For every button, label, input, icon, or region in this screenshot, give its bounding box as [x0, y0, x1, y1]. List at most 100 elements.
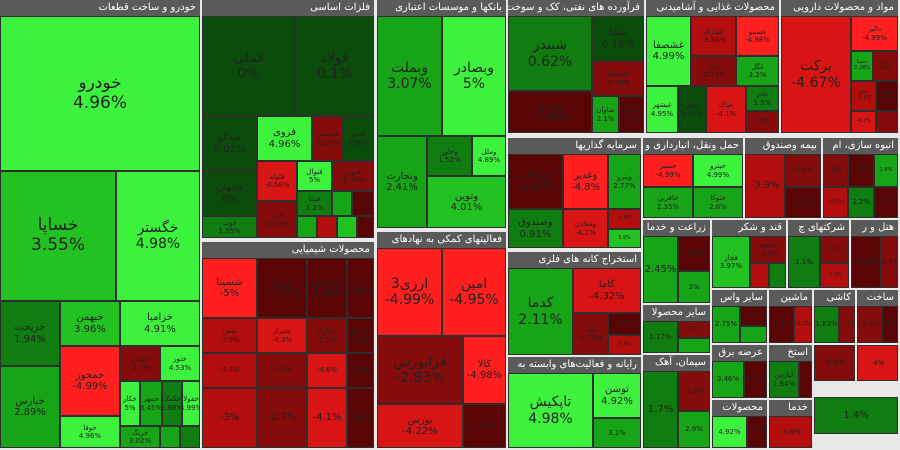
- stock-tile[interactable]: -3%: [202, 388, 257, 448]
- stock-tile[interactable]: توسن 4.92%: [593, 373, 641, 418]
- stock-tile[interactable]: -1.99%: [851, 236, 881, 288]
- stock-tile[interactable]: 1.2%: [848, 187, 874, 218]
- stock-tile[interactable]: -0.6%: [347, 388, 374, 448]
- stock-tile[interactable]: وخاور 1.52%: [427, 136, 472, 176]
- stock-tile[interactable]: شخارک -2.5%: [307, 318, 347, 353]
- stock-tile[interactable]: دکیمی -1.8%: [876, 81, 898, 111]
- stock-tile[interactable]: 3.46%: [712, 361, 744, 398]
- stock-tile[interactable]: وبصادر 5%: [442, 16, 506, 136]
- sector-s17[interactable]: شرکتهای چ 1.1% -2.3% -3.5%: [788, 220, 849, 288]
- stock-tile[interactable]: بورس -4.22%: [377, 404, 463, 448]
- stock-tile[interactable]: -1.7%: [769, 306, 794, 343]
- stock-tile[interactable]: -2.8%: [678, 321, 710, 338]
- stock-tile[interactable]: -2.3%: [678, 371, 710, 411]
- stock-tile[interactable]: [180, 426, 200, 448]
- stock-tile[interactable]: -2.3%: [820, 236, 849, 263]
- stock-tile[interactable]: 3%: [678, 271, 710, 303]
- sector-s5[interactable]: محصولات غذایی و آشامیدنی غشصفا 4.99% غمارگ -…: [646, 0, 779, 133]
- stock-tile[interactable]: -1.4%: [740, 306, 767, 326]
- stock-tile[interactable]: دجابر -3.1%: [851, 81, 876, 111]
- stock-tile[interactable]: 1.17%: [643, 321, 678, 353]
- stock-tile[interactable]: امین -4.95%: [442, 248, 506, 336]
- stock-tile[interactable]: خودرو 4.96%: [0, 16, 200, 171]
- stock-tile[interactable]: فلوله -4.58%: [257, 161, 297, 201]
- stock-tile[interactable]: شاوان 2.1%: [592, 96, 619, 133]
- stock-tile[interactable]: میدکو 0.02%: [202, 116, 257, 171]
- stock-tile[interactable]: [337, 216, 357, 238]
- stock-tile[interactable]: شپدیس -1.91%: [307, 258, 347, 318]
- stock-tile[interactable]: خپارس 2.89%: [0, 366, 60, 448]
- stock-tile[interactable]: خگستر 4.98%: [116, 171, 200, 301]
- stock-tile[interactable]: فولاد 0.1%: [295, 16, 374, 116]
- sector-s8[interactable]: حمل ونقل، انبارداری و حسیر -4.99% حپترو 4.99…: [643, 138, 743, 218]
- stock-tile[interactable]: وپترو 2.77%: [608, 154, 641, 209]
- stock-tile[interactable]: -3.8%: [769, 416, 812, 448]
- stock-tile[interactable]: شسپنا -5%: [202, 258, 257, 318]
- sector-s19[interactable]: سایر واس 2.75% -1.4%: [712, 290, 767, 343]
- sector-s1[interactable]: خودرو و ساخت قطعات خودرو 4.96% خساپا 3.55% خگ…: [0, 0, 200, 448]
- stock-tile[interactable]: [876, 111, 898, 133]
- stock-tile[interactable]: -0.7%: [874, 187, 898, 218]
- stock-tile[interactable]: -3.8%: [202, 353, 257, 388]
- sector-s27[interactable]: محصولات 4.92% -1.1%: [712, 400, 767, 448]
- stock-tile[interactable]: قچار 3.97%: [712, 236, 750, 288]
- sector-s26[interactable]: سیمان، آهک 1.7% -2.3% 2.9%: [643, 355, 710, 448]
- stock-tile[interactable]: وسکاب -1.17%: [508, 154, 563, 209]
- stock-tile[interactable]: [799, 361, 812, 398]
- stock-tile[interactable]: 2.9%: [678, 411, 710, 448]
- stock-tile[interactable]: فرابورس -2.83%: [377, 336, 463, 404]
- stock-tile[interactable]: -4.6%: [307, 353, 347, 388]
- stock-tile[interactable]: کچاد -2.79%: [573, 313, 608, 355]
- stock-tile[interactable]: خزامیا 4.91%: [120, 301, 200, 346]
- sector-s22[interactable]: ساخت -2.6% -1%: [857, 290, 898, 343]
- stock-tile[interactable]: -3.9%: [745, 154, 785, 218]
- stock-tile[interactable]: -1.5%: [608, 313, 641, 335]
- stock-tile[interactable]: وملل 4.89%: [472, 136, 506, 176]
- sector-s10[interactable]: انبوه سازی، ام -2% -1.6% 2.8% -3.1% 1.2% -0.7%: [823, 138, 898, 218]
- stock-tile[interactable]: شتران -1.58%: [508, 91, 592, 133]
- stock-tile[interactable]: فپنتا 1.2%: [297, 191, 332, 216]
- stock-tile[interactable]: 1.4%: [814, 397, 898, 434]
- stock-tile[interactable]: فاسمین -2.25%: [312, 116, 342, 161]
- stock-tile[interactable]: شفارس -1.2%: [347, 318, 374, 353]
- sector-s11[interactable]: فعالیتهای کمکی به نهادهای ارزی3 -4.99% امین…: [377, 232, 506, 448]
- stock-tile[interactable]: غشصفا 4.99%: [646, 16, 691, 86]
- stock-tile[interactable]: شراز -1.9%: [619, 96, 644, 133]
- stock-tile[interactable]: [750, 263, 769, 288]
- stock-tile[interactable]: -2.2%: [257, 353, 307, 388]
- stock-tile[interactable]: 1.7%: [643, 371, 678, 448]
- stock-tile[interactable]: -1.3%: [463, 404, 506, 448]
- stock-tile[interactable]: [357, 216, 374, 238]
- sector-s28[interactable]: خدما -3.8%: [769, 400, 812, 448]
- stock-tile[interactable]: قشهد -2.4%: [750, 236, 786, 263]
- stock-tile[interactable]: 1.1%: [788, 236, 820, 288]
- stock-tile[interactable]: شاراک -0.89%: [347, 258, 374, 318]
- stock-tile[interactable]: شپاکسا -2.79%: [592, 61, 644, 96]
- stock-tile[interactable]: -3.6%: [608, 209, 641, 229]
- stock-tile[interactable]: -2.8%: [785, 154, 821, 187]
- stock-tile[interactable]: -3.1%: [823, 187, 848, 218]
- stock-tile[interactable]: لپارس 1.94%: [769, 361, 799, 398]
- stock-tile[interactable]: وغدیر -4.8%: [563, 154, 608, 209]
- stock-tile[interactable]: -1.5%: [785, 187, 821, 218]
- stock-tile[interactable]: خریخت 1.94%: [0, 301, 60, 366]
- stock-tile[interactable]: -2%: [823, 154, 848, 187]
- sector-s7[interactable]: سرمایه گذاریها وسکاب -1.17% وغدیر -4.8% وصندو…: [508, 138, 641, 248]
- stock-tile[interactable]: -4%: [857, 345, 898, 381]
- sector-s4[interactable]: فرآورده های نفتی، کک و سوخت شبندر 0.62% شپن…: [508, 0, 644, 133]
- stock-tile[interactable]: [317, 216, 337, 238]
- stock-tile[interactable]: شیراز -4.3%: [257, 318, 307, 353]
- stock-tile[interactable]: [297, 216, 317, 238]
- stock-tile[interactable]: نوری -1.77%: [257, 258, 307, 318]
- sector-s13[interactable]: استخراج کانه های فلزی کدما 2.11% کاما -4.32%…: [508, 252, 641, 355]
- stock-tile[interactable]: شپنا 0.16%: [592, 16, 644, 61]
- sector-s30[interactable]: -4%: [857, 345, 898, 395]
- stock-tile[interactable]: -2.6%: [857, 306, 882, 343]
- stock-tile[interactable]: [332, 191, 352, 216]
- stock-tile[interactable]: فزر -2.19%: [257, 201, 297, 238]
- stock-tile[interactable]: فروی 4.96%: [257, 116, 312, 161]
- stock-tile[interactable]: 3.9%: [608, 229, 641, 248]
- stock-tile[interactable]: غگل 3.2%: [736, 56, 779, 86]
- sector-s21[interactable]: کاشی 1.83% -2.1%: [814, 290, 855, 343]
- sector-s20[interactable]: ماشین -1.7% -3.2%: [769, 290, 812, 343]
